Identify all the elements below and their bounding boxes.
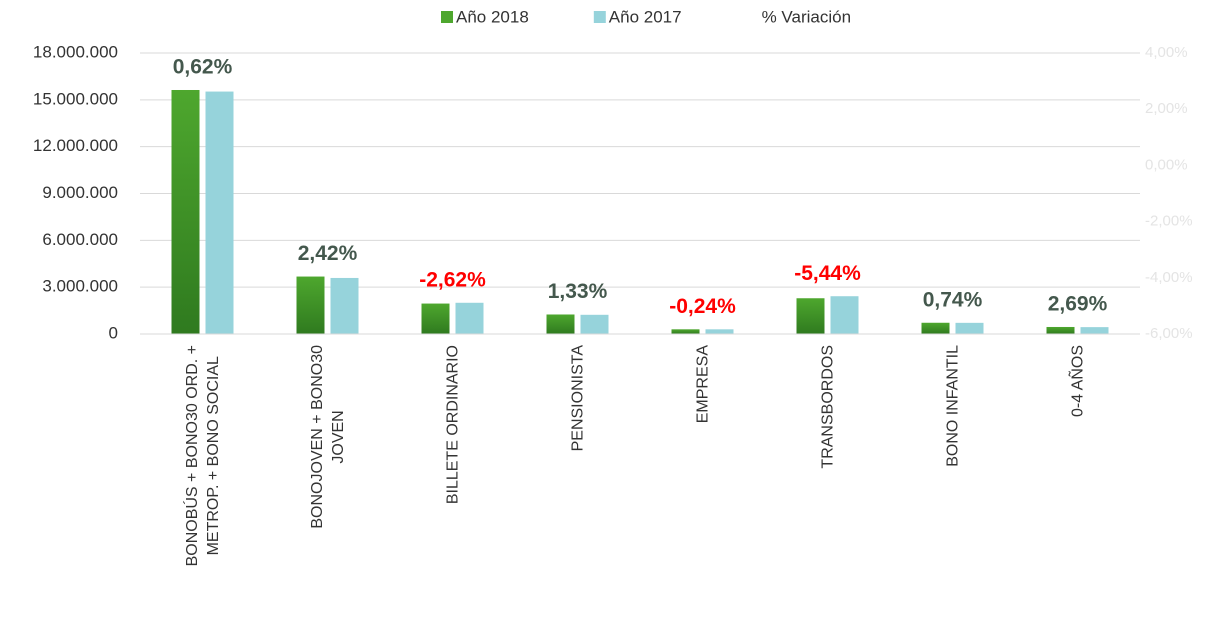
x-tick-label: BONOJOVEN + BONO30 JOVEN: [308, 345, 347, 529]
y2-tick-label: 0,00%: [1145, 156, 1188, 173]
bar: [205, 91, 234, 334]
bar: [171, 89, 200, 334]
bar: [455, 302, 484, 334]
bar: [671, 329, 700, 334]
bar: [705, 329, 734, 334]
bar: [330, 277, 359, 334]
x-tick-label: EMPRESA: [694, 345, 711, 424]
legend-label: Año 2018: [456, 7, 529, 26]
y2-tick-label: -4,00%: [1145, 269, 1193, 286]
data-label: 2,69%: [1048, 293, 1108, 316]
bar: [955, 322, 984, 334]
bar: [296, 276, 325, 334]
bar: [580, 314, 609, 334]
y-tick-label: 6.000.000: [42, 230, 118, 249]
y-tick-label: 3.000.000: [42, 277, 118, 296]
data-label: -0,24%: [669, 295, 736, 318]
x-tick-label: BONO INFANTIL: [944, 345, 961, 467]
data-label: 0,62%: [173, 56, 233, 79]
legend-swatch: [441, 11, 453, 23]
y-tick-label: 12.000.000: [33, 136, 118, 155]
y2-tick-label: 2,00%: [1145, 100, 1188, 117]
data-label: 0,74%: [923, 288, 983, 311]
legend-label: % Variación: [762, 7, 851, 26]
x-tick-label: BONOBÚS + BONO30 ORD. + METROP. + BONO S…: [183, 345, 222, 567]
y-tick-label: 18.000.000: [33, 42, 118, 61]
bar: [421, 303, 450, 334]
bar: [1080, 327, 1109, 334]
y-tick-label: 0: [109, 323, 118, 342]
x-tick-label: TRANSBORDOS: [819, 345, 836, 469]
data-label: -5,44%: [794, 262, 861, 285]
bar: [921, 322, 950, 334]
legend-label: Año 2017: [609, 7, 682, 26]
y2-tick-label: -2,00%: [1145, 213, 1193, 230]
bar: [1046, 326, 1075, 334]
bar: [796, 298, 825, 334]
y-tick-label: 15.000.000: [33, 89, 118, 108]
x-tick-label: BILLETE ORDINARIO: [444, 345, 461, 505]
data-label: -2,62%: [419, 268, 486, 291]
x-tick-label: PENSIONISTA: [569, 345, 586, 452]
data-label: 2,42%: [298, 242, 358, 265]
y-tick-label: 9.000.000: [42, 183, 118, 202]
y2-tick-label: 4,00%: [1145, 44, 1188, 61]
x-tick-label: 0-4 AÑOS: [1069, 345, 1086, 418]
legend-swatch: [593, 11, 606, 23]
bar: [830, 296, 859, 334]
bar: [546, 314, 575, 334]
data-label: 1,33%: [548, 280, 608, 303]
y2-tick-label: -6,00%: [1145, 325, 1193, 342]
